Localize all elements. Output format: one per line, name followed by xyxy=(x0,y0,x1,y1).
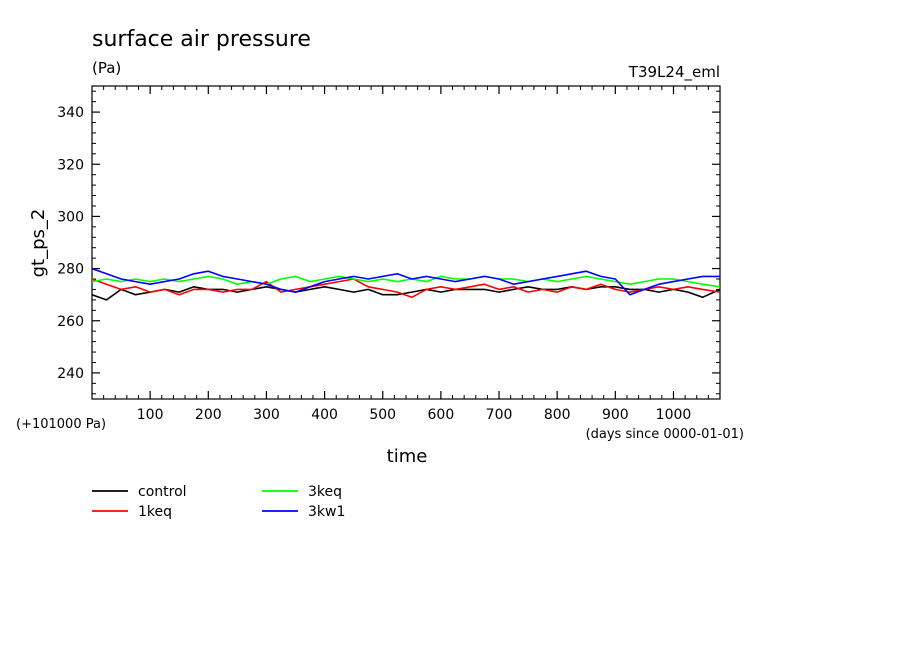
experiment-label: T39L24_eml xyxy=(628,63,720,82)
y-ticks: 240 260 280 300 320 340 xyxy=(57,105,720,382)
x-tick-label-6: 700 xyxy=(486,407,513,423)
series-line-3keq xyxy=(91,275,721,288)
y-tick-label-3: 300 xyxy=(57,209,84,225)
plot-frame xyxy=(91,85,721,400)
x-tick-label-9: 1000 xyxy=(656,407,692,423)
series-line-control xyxy=(91,285,721,301)
series-lines xyxy=(91,267,721,301)
series-line-3kw1 xyxy=(91,267,720,296)
y-tick-label-5: 340 xyxy=(57,105,84,121)
x-axis-label: time xyxy=(387,446,428,467)
minor-ticks xyxy=(92,86,720,399)
x-tick-label-8: 900 xyxy=(602,407,629,423)
y-tick-label-4: 320 xyxy=(57,157,84,173)
offset-note: (+101000 Pa) xyxy=(16,417,106,432)
x-tick-label-4: 500 xyxy=(369,407,396,423)
x-tick-label-5: 600 xyxy=(428,407,455,423)
y-axis-label: gt_ps_2 xyxy=(28,209,49,278)
x-tick-label-1: 200 xyxy=(195,407,222,423)
x-units-note: (days since 0000-01-01) xyxy=(586,427,744,442)
chart-units: (Pa) xyxy=(92,59,121,77)
x-tick-label-3: 400 xyxy=(311,407,338,423)
x-tick-label-7: 800 xyxy=(544,407,571,423)
x-ticks: 100 200 300 400 500 600 700 800 900 1000 xyxy=(137,86,692,423)
legend-label-control: control xyxy=(138,484,187,500)
x-tick-label-2: 300 xyxy=(253,407,280,423)
chart-title: surface air pressure xyxy=(92,27,311,52)
legend-label-3keq: 3keq xyxy=(308,484,342,500)
y-tick-label-2: 280 xyxy=(57,262,84,278)
legend-label-1keq: 1keq xyxy=(138,504,172,520)
x-tick-label-0: 100 xyxy=(137,407,164,423)
series-line-1keq xyxy=(91,278,721,299)
y-tick-label-1: 260 xyxy=(57,314,84,330)
legend: control 1keq 3keq 3kw1 xyxy=(92,484,345,520)
y-tick-label-0: 240 xyxy=(57,366,84,382)
legend-label-3kw1: 3kw1 xyxy=(308,504,345,520)
